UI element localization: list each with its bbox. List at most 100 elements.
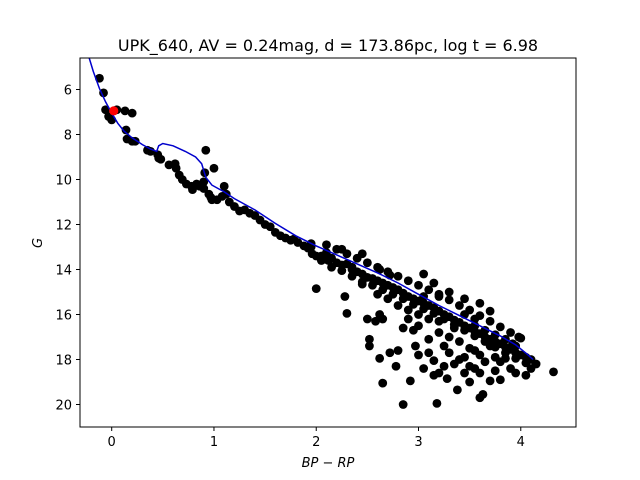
star-point	[495, 357, 505, 367]
star-point	[385, 348, 395, 358]
star-point	[322, 240, 331, 250]
star-point	[265, 222, 275, 232]
star-point	[470, 346, 480, 355]
star-point	[455, 337, 464, 346]
star-point	[219, 181, 229, 191]
star-point	[340, 292, 350, 301]
star-point	[444, 348, 454, 358]
star-point	[393, 271, 403, 281]
star-point	[120, 106, 130, 116]
star-point	[439, 341, 449, 351]
star-point	[439, 361, 449, 371]
star-point	[342, 308, 352, 318]
star-point	[411, 341, 420, 351]
star-point	[393, 301, 403, 310]
star-point	[362, 314, 372, 324]
star-point	[429, 278, 439, 288]
star-point	[514, 332, 524, 342]
star-point	[322, 248, 331, 258]
star-point	[171, 163, 181, 173]
star-point	[452, 385, 462, 395]
star-point	[485, 341, 495, 351]
star-point	[434, 316, 444, 326]
star-point	[398, 323, 408, 333]
star-point	[511, 368, 521, 378]
star-point	[485, 376, 495, 386]
star-point	[475, 368, 485, 378]
plot-marks	[88, 58, 558, 409]
star-point	[470, 331, 480, 341]
y-tick-label: 8	[64, 129, 72, 144]
y-axis-label: G	[31, 238, 46, 248]
star-point	[199, 177, 209, 187]
star-point	[442, 374, 452, 384]
star-point	[449, 323, 459, 333]
star-point	[371, 316, 380, 326]
star-point	[465, 361, 475, 371]
star-point	[478, 389, 488, 399]
star-point	[521, 370, 531, 380]
star-point	[429, 370, 439, 380]
star-point	[347, 271, 357, 281]
star-point	[405, 376, 415, 386]
chart-title: UPK_640, AV = 0.24mag, d = 173.86pc, log…	[118, 36, 538, 56]
star-point	[429, 308, 439, 318]
star-point	[375, 353, 385, 363]
star-point	[378, 378, 388, 388]
y-tick-label: 20	[55, 399, 72, 414]
star-point	[373, 289, 382, 299]
x-tick-label: 4	[517, 435, 525, 450]
star-point	[408, 299, 418, 309]
star-point	[316, 256, 326, 265]
star-point	[357, 249, 367, 259]
star-point	[424, 314, 434, 324]
star-point	[475, 298, 485, 308]
star-point	[511, 353, 521, 363]
plot-frame	[79, 57, 577, 428]
y-tick-label: 12	[55, 219, 72, 234]
y-tick-label: 16	[55, 309, 72, 324]
isochrone-line	[88, 58, 534, 361]
x-axis-label: BP − RP	[302, 456, 355, 471]
star-point	[408, 325, 418, 335]
star-point	[460, 368, 469, 378]
star-point	[495, 322, 505, 332]
y-tick-label: 10	[55, 174, 72, 189]
star-point	[99, 88, 108, 98]
star-point	[455, 355, 464, 364]
star-point	[398, 294, 408, 304]
star-point	[207, 195, 217, 205]
y-tick-label: 6	[64, 84, 72, 99]
star-point	[434, 292, 444, 301]
star-point	[419, 304, 429, 314]
star-point	[465, 377, 475, 387]
star-point	[432, 398, 442, 408]
star-point	[455, 301, 464, 310]
y-tick-label: 18	[55, 354, 72, 369]
star-point	[419, 364, 429, 373]
star-point	[201, 145, 211, 155]
star-point	[403, 305, 413, 315]
star-point	[506, 328, 515, 337]
star-point	[444, 332, 454, 342]
x-tick-label: 0	[108, 435, 116, 450]
star-point	[490, 366, 500, 376]
star-point	[495, 375, 505, 385]
star-point	[368, 280, 377, 290]
x-tick-label: 2	[312, 435, 320, 450]
star-point	[327, 262, 336, 272]
star-point	[485, 316, 495, 326]
star-point	[398, 400, 408, 409]
star-point	[391, 361, 401, 371]
star-point	[403, 314, 413, 324]
star-point	[444, 295, 454, 305]
star-point	[526, 364, 536, 373]
star-point	[424, 285, 434, 295]
y-tick-label: 14	[55, 264, 72, 279]
star-point	[429, 356, 439, 366]
star-point	[209, 163, 219, 173]
star-point	[357, 279, 367, 289]
